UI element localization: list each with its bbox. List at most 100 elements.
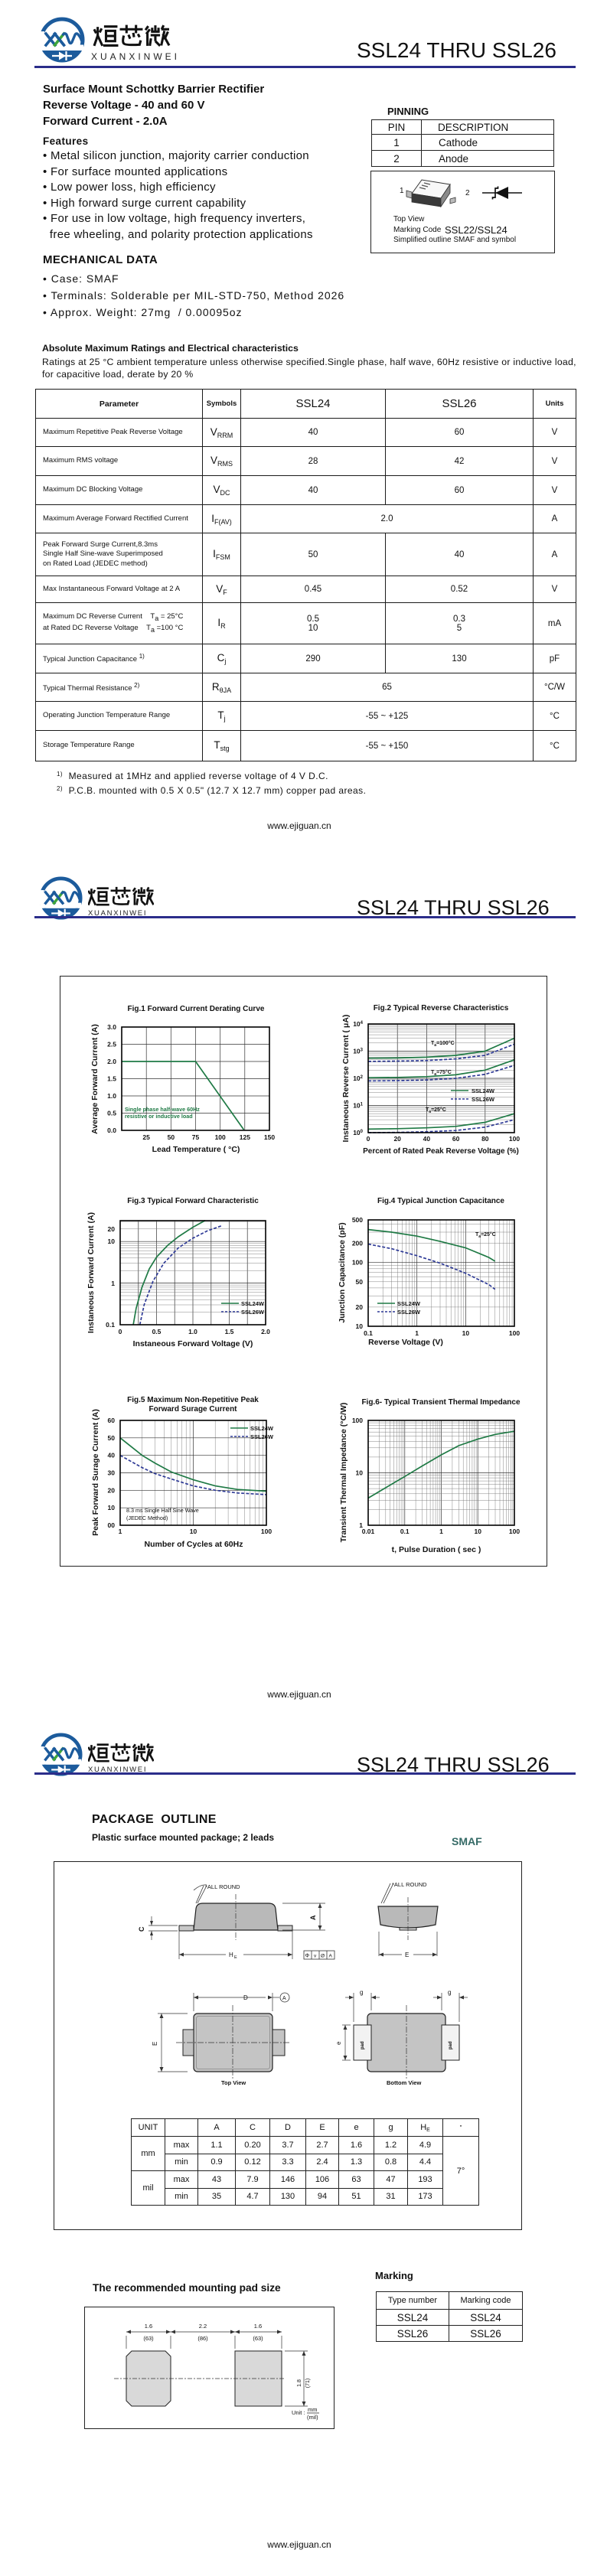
svg-text:0.1: 0.1	[364, 1329, 373, 1337]
svg-text:Ø: Ø	[321, 1954, 325, 1959]
svg-text:1.8: 1.8	[297, 2379, 302, 2387]
svg-text:pad: pad	[449, 2041, 453, 2049]
svg-text:Number of Cycles at 60Hz: Number of Cycles at 60Hz	[145, 1540, 243, 1549]
svg-text:40: 40	[423, 1135, 431, 1143]
svg-text:1: 1	[415, 1329, 419, 1337]
svg-text:SSL26W: SSL26W	[472, 1096, 495, 1103]
svg-text:3.0: 3.0	[107, 1023, 116, 1031]
svg-text:1: 1	[119, 1528, 122, 1535]
svg-text:Fig.2 Typical Reverse Charact: Fig.2 Typical Reverse Characteristics	[374, 1004, 509, 1012]
svg-text:(63): (63)	[253, 2335, 263, 2342]
svg-text:Junction Capacitance (pF): Junction Capacitance (pF)	[338, 1222, 347, 1322]
svg-text:1: 1	[439, 1528, 443, 1535]
svg-text:80: 80	[481, 1135, 489, 1143]
svg-text:2.2: 2.2	[199, 2323, 207, 2330]
svg-text:v: v	[314, 1954, 317, 1959]
svg-text:100: 100	[509, 1528, 520, 1535]
svg-text:100: 100	[261, 1528, 272, 1535]
svg-text:0.1: 0.1	[400, 1528, 410, 1535]
svg-text:1: 1	[359, 1521, 363, 1529]
svg-text:Fig.1 Forward Current Deratin: Fig.1 Forward Current Derating Curve	[128, 1005, 265, 1013]
svg-text:g: g	[448, 1989, 451, 1996]
svg-text:H: H	[229, 1952, 233, 1958]
svg-text:10: 10	[190, 1528, 197, 1535]
svg-text:20: 20	[108, 1486, 116, 1494]
svg-text:200: 200	[352, 1240, 363, 1247]
svg-text:104: 104	[353, 1020, 363, 1028]
svg-text:E: E	[234, 1955, 237, 1960]
svg-text:A: A	[282, 1996, 286, 2001]
svg-text:125: 125	[240, 1133, 250, 1141]
svg-text:8.3 ms Single Half Sine Wave: 8.3 ms Single Half Sine Wave	[126, 1507, 199, 1514]
svg-text:20: 20	[356, 1303, 364, 1311]
svg-text:Simplified outline SMAF and sy: Simplified outline SMAF and symbol	[393, 236, 516, 244]
svg-text:100: 100	[509, 1329, 520, 1337]
svg-text:SSL26W: SSL26W	[397, 1309, 421, 1316]
svg-text:75: 75	[192, 1133, 200, 1141]
svg-text:Marking Code: Marking Code	[393, 226, 442, 234]
svg-text:10: 10	[356, 1469, 364, 1477]
svg-text:1.0: 1.0	[107, 1092, 116, 1100]
svg-text:1: 1	[111, 1280, 115, 1287]
svg-text:100: 100	[352, 1417, 363, 1424]
svg-text:A: A	[329, 1954, 333, 1959]
svg-text:2.0: 2.0	[107, 1058, 116, 1065]
svg-text:1.6: 1.6	[145, 2323, 152, 2330]
svg-text:1.0: 1.0	[188, 1328, 197, 1335]
svg-text:Instaneous Forward Current (A: Instaneous Forward Current (A)	[86, 1212, 96, 1333]
svg-text:t, Pulse Duration ( sec ): t, Pulse Duration ( sec )	[392, 1545, 481, 1554]
svg-text:e: e	[335, 2041, 342, 2045]
svg-text:100: 100	[353, 1129, 363, 1136]
svg-text:10: 10	[108, 1237, 116, 1245]
svg-text:*ALL ROUND: *ALL ROUND	[392, 1881, 427, 1888]
svg-text:10: 10	[356, 1322, 364, 1330]
svg-text:1.6: 1.6	[254, 2323, 262, 2330]
svg-text:60: 60	[452, 1135, 460, 1143]
svg-text:00: 00	[108, 1521, 116, 1529]
svg-text:mm: mm	[308, 2406, 318, 2413]
svg-text:Top View: Top View	[393, 215, 425, 223]
svg-text:Fig.4 Typical Junction Capaci: Fig.4 Typical Junction Capacitance	[377, 1197, 504, 1205]
svg-text:Top View: Top View	[221, 2079, 246, 2086]
svg-text:50: 50	[168, 1133, 175, 1141]
svg-text:0: 0	[367, 1135, 370, 1143]
svg-text:1.5: 1.5	[107, 1075, 116, 1083]
svg-text:0.5: 0.5	[107, 1110, 116, 1117]
svg-text:g: g	[360, 1989, 363, 1996]
svg-text:103: 103	[353, 1048, 363, 1055]
svg-text:Ta=25°C: Ta=25°C	[475, 1231, 496, 1239]
svg-text:Transient Thermal Impedance (: Transient Thermal Impedance (°C/W)	[339, 1403, 348, 1543]
svg-text:Reverse Voltage (V): Reverse Voltage (V)	[368, 1338, 443, 1347]
svg-text:C: C	[138, 1926, 145, 1932]
svg-text:Percent of Rated Peak Reverse: Percent of Rated Peak Reverse Voltage (%…	[363, 1147, 519, 1156]
svg-text:SSL24W: SSL24W	[250, 1425, 274, 1432]
svg-text:(JEDEC Method): (JEDEC Method)	[126, 1515, 168, 1521]
svg-text:SSL24W: SSL24W	[241, 1300, 265, 1307]
svg-text:E: E	[405, 1952, 409, 1958]
svg-text:1: 1	[400, 187, 404, 195]
svg-text:101: 101	[353, 1102, 363, 1110]
svg-text:(71): (71)	[305, 2379, 311, 2388]
svg-text:0.0: 0.0	[107, 1127, 116, 1134]
svg-text:50: 50	[108, 1434, 116, 1442]
svg-text:SSL26W: SSL26W	[250, 1433, 274, 1440]
svg-text:Fig.3 Typical Forward Charact: Fig.3 Typical Forward Characteristic	[127, 1197, 259, 1205]
svg-text:(63): (63)	[143, 2335, 154, 2342]
svg-text:20: 20	[393, 1135, 401, 1143]
svg-text:2.0: 2.0	[261, 1328, 270, 1335]
svg-text:20: 20	[108, 1225, 116, 1233]
svg-text:Lead Temperature ( °C): Lead Temperature ( °C)	[152, 1145, 240, 1154]
svg-text:100: 100	[509, 1135, 520, 1143]
svg-text:A: A	[309, 1915, 317, 1920]
svg-text:0.01: 0.01	[362, 1528, 375, 1535]
svg-text:1.5: 1.5	[225, 1328, 234, 1335]
svg-text:Ta=75°C: Ta=75°C	[431, 1069, 452, 1077]
svg-text:10: 10	[462, 1329, 470, 1337]
svg-text:pad: pad	[361, 2041, 365, 2049]
svg-text:SSL24W: SSL24W	[472, 1087, 495, 1094]
svg-text:(86): (86)	[197, 2335, 208, 2342]
svg-text:0.5: 0.5	[152, 1328, 162, 1335]
svg-text:*ALL ROUND: *ALL ROUND	[205, 1883, 240, 1890]
svg-text:Instaneous Forward Voltage (V): Instaneous Forward Voltage (V)	[133, 1339, 253, 1348]
svg-text:102: 102	[353, 1074, 363, 1082]
